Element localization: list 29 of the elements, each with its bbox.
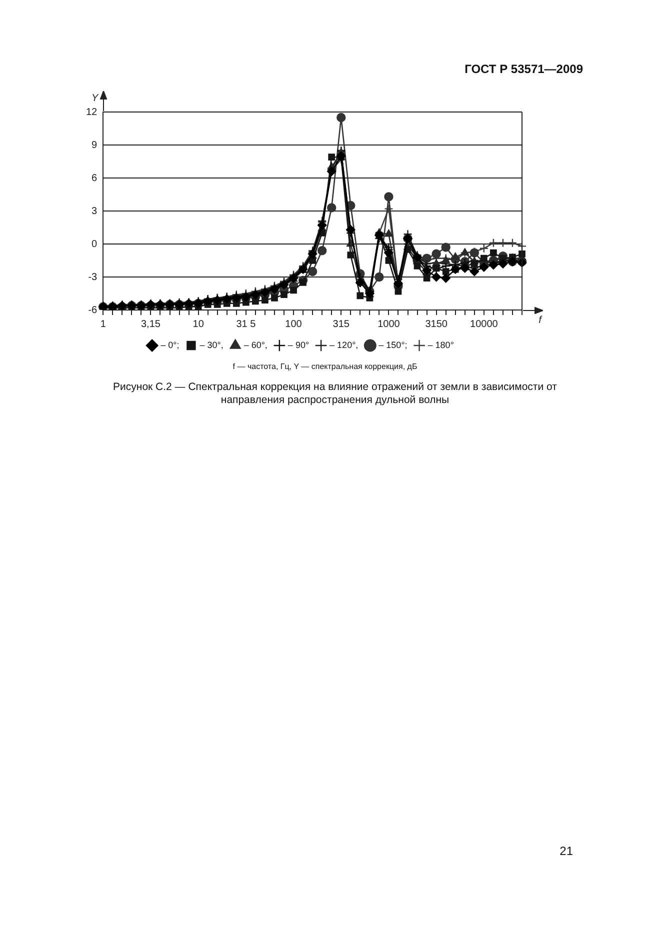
x-tick-label: 3150: [425, 318, 448, 330]
x-tick-label: 10: [192, 318, 204, 330]
y-tick-label: 12: [86, 106, 98, 118]
x-tick-label: 100: [285, 318, 302, 330]
legend-label: – 30°,: [200, 340, 224, 350]
text: Рисунок С.2 — Спектральная коррекция на влияние отражений от земли в зависимости от направления распространения дульной волны: [112, 381, 558, 407]
legend-label: – 60°,: [244, 340, 268, 350]
y-tick-label: 0: [92, 238, 98, 250]
y-tick-label: 6: [92, 172, 98, 184]
y-axis-title: Y: [91, 92, 100, 104]
y-tick-label: 3: [92, 206, 98, 217]
x-tick-label: 31 5: [236, 318, 256, 330]
x-axis-title: f: [538, 314, 543, 326]
text: 21: [560, 844, 573, 858]
legend-label: – 150°;: [378, 340, 408, 350]
x-tick-label: 1000: [378, 318, 400, 330]
y-tick-label: 9: [92, 140, 98, 151]
legend-label: – 120°,: [330, 340, 358, 350]
text: f — частота, Гц, Y — спектральная коррекция, дБ: [232, 362, 418, 371]
y-tick-label: -6: [88, 304, 98, 316]
legend-label: – 0°;: [160, 340, 180, 350]
text: ГОСТ Р 53571—2009: [464, 62, 583, 76]
legend-label: – 180°: [428, 340, 454, 350]
x-tick-label: 10000: [470, 318, 498, 330]
x-tick-label: 1: [100, 318, 106, 330]
x-tick-label: 3,15: [140, 318, 161, 330]
legend-label: – 90°: [288, 340, 310, 350]
x-tick-label: 315: [332, 318, 350, 330]
y-tick-label: -3: [88, 272, 98, 283]
